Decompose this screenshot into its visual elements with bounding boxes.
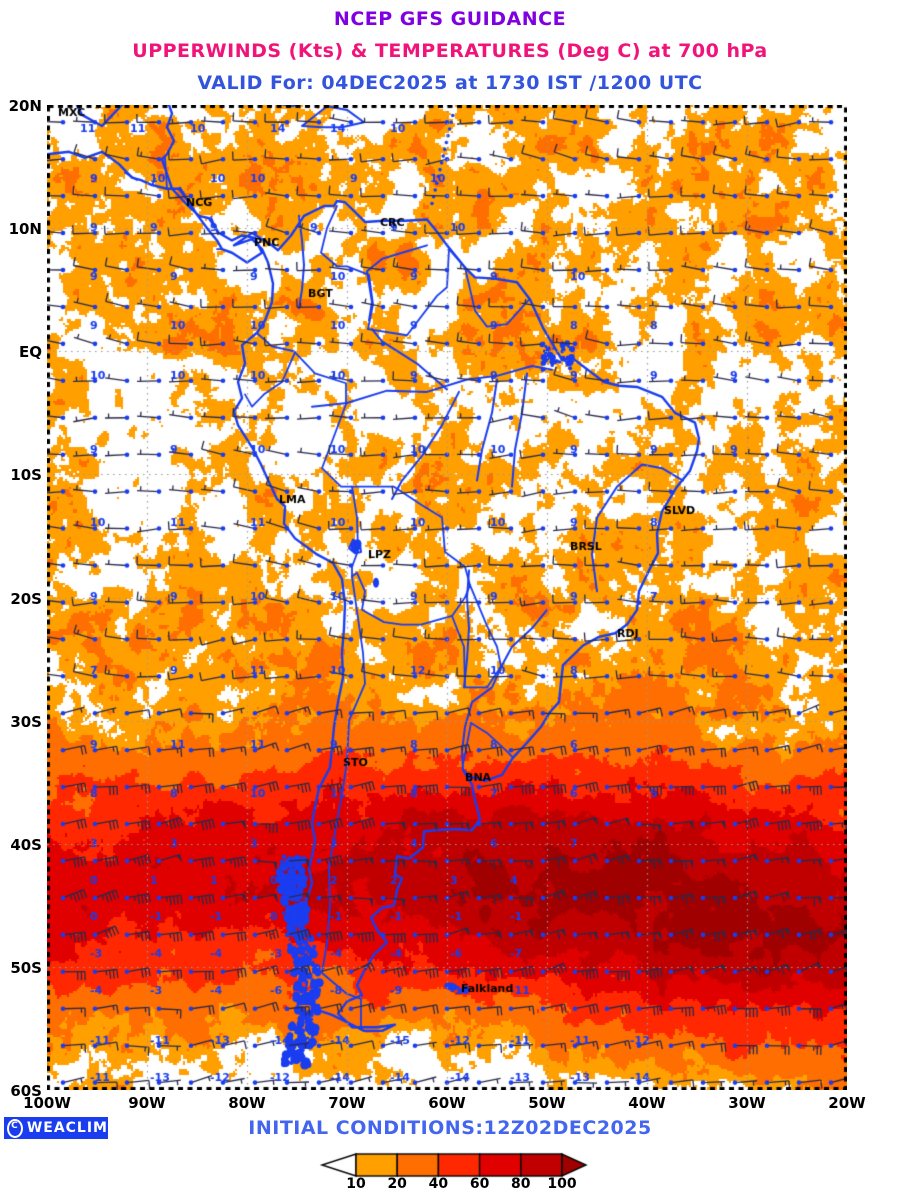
map-plot-area[interactable] [47, 105, 847, 1090]
weaclim-label: WEACLIM [26, 1120, 108, 1136]
y-axis-tick-60S: 60S [10, 1082, 42, 1100]
y-axis-tick-20S: 20S [10, 589, 42, 608]
colorbar-tick-labels: 10 20 40 60 80 100 [318, 1176, 588, 1196]
valid-time-label: VALID For: 04DEC2025 at 1730 IST /1200 U… [197, 72, 703, 94]
y-axis-tick-EQ: EQ [19, 343, 42, 362]
x-axis-tick-50W: 50W [528, 1094, 566, 1112]
y-axis-tick-10S: 10S [10, 466, 42, 485]
chart-subtitle: UPPERWINDS (Kts) & TEMPERATURES (Deg C) … [132, 40, 768, 62]
y-axis-tick-20N: 20N [8, 97, 42, 115]
y-axis-tick-10N: 10N [8, 220, 42, 239]
colorbar-tick-40: 40 [428, 1176, 449, 1192]
x-axis-tick-100W: 100W [23, 1094, 71, 1112]
x-axis-tick-40W: 40W [628, 1094, 666, 1112]
y-axis-tick-40S: 40S [10, 835, 42, 854]
colorbar-tick-20: 20 [387, 1176, 407, 1192]
y-axis-tick-30S: 30S [10, 712, 42, 731]
colorbar-canvas [318, 1152, 588, 1178]
page-title: NCEP GFS GUIDANCE [333, 8, 567, 30]
y-axis-tick-50S: 50S [10, 958, 42, 977]
initial-conditions-label: INITIAL CONDITIONS:12Z02DEC2025 [248, 1117, 652, 1139]
colorbar-tick-80: 80 [511, 1176, 531, 1192]
weather-map-canvas[interactable] [47, 105, 847, 1090]
x-axis-tick-60W: 60W [428, 1094, 466, 1112]
x-axis-tick-70W: 70W [328, 1094, 366, 1112]
weaclim-logo: C WEACLIM [4, 1117, 108, 1139]
x-axis-tick-30W: 30W [728, 1094, 766, 1112]
colorbar-tick-100: 100 [547, 1176, 577, 1192]
colorbar-tick-10: 10 [346, 1176, 366, 1192]
colorbar: 10 20 40 60 80 100 [318, 1152, 588, 1194]
copyright-icon: C [7, 1118, 23, 1138]
x-axis-tick-20W: 20W [828, 1094, 866, 1112]
x-axis-tick-90W: 90W [128, 1094, 166, 1112]
x-axis-tick-80W: 80W [228, 1094, 266, 1112]
colorbar-tick-60: 60 [469, 1176, 490, 1192]
